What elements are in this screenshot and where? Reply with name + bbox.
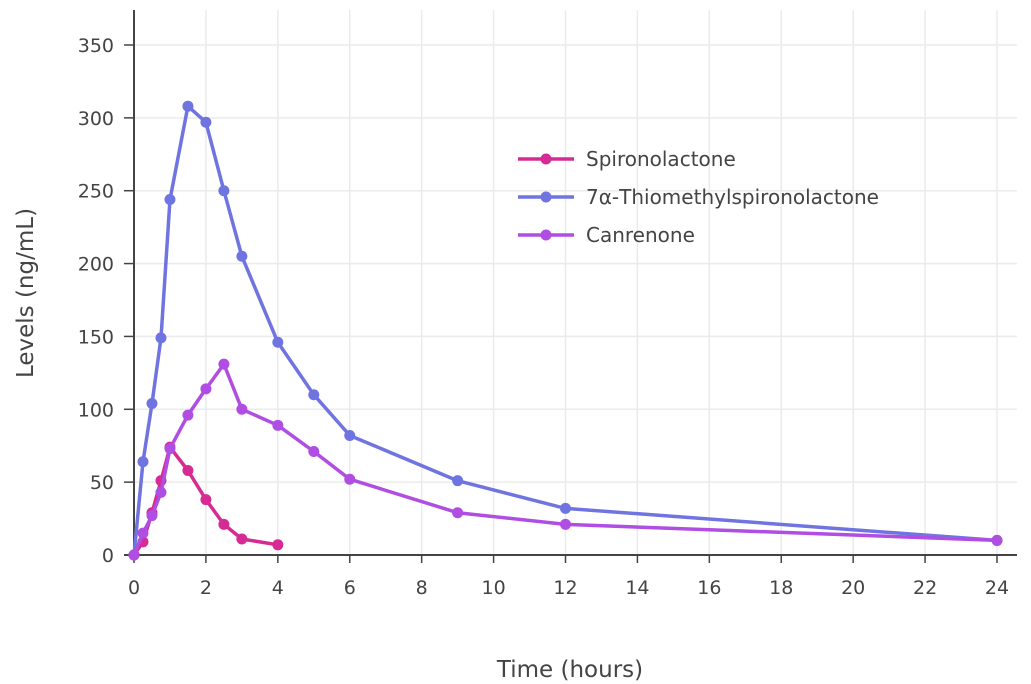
data-point[interactable] [272,337,283,348]
x-tick-label: 12 [553,577,577,599]
x-axis-title: Time (hours) [496,657,643,683]
y-tick-label: 0 [102,545,114,567]
data-point[interactable] [308,446,319,457]
x-tick-label: 22 [913,577,937,599]
x-tick-label: 18 [769,577,793,599]
data-point[interactable] [129,550,140,561]
data-point[interactable] [146,398,157,409]
x-axis-ticks: 0 2 4 6 8 10 12 14 16 18 20 22 24 [128,555,1009,599]
y-tick-label: 350 [78,35,114,57]
x-tick-label: 2 [200,577,212,599]
data-point[interactable] [164,194,175,205]
data-point[interactable] [155,487,166,498]
y-tick-label: 100 [78,399,114,421]
data-point[interactable] [452,475,463,486]
y-tick-label: 250 [78,181,114,203]
data-point[interactable] [272,420,283,431]
y-axis-title: Levels (ng/mL) [13,208,39,378]
data-point[interactable] [137,528,148,539]
data-point[interactable] [182,101,193,112]
data-point[interactable] [272,539,283,550]
data-point[interactable] [236,404,247,415]
data-point[interactable] [560,519,571,530]
y-tick-label: 300 [78,108,114,130]
data-point[interactable] [218,519,229,530]
data-point[interactable] [344,430,355,441]
y-tick-label: 200 [78,254,114,276]
data-point[interactable] [218,185,229,196]
x-tick-label: 24 [985,577,1009,599]
legend[interactable]: Spironolactone 7α-Thiomethylspironolacton… [518,147,879,247]
legend-swatch-marker [541,192,552,203]
legend-item-0[interactable]: Spironolactone [518,147,736,171]
data-point[interactable] [182,410,193,421]
data-point[interactable] [236,251,247,262]
data-point[interactable] [236,533,247,544]
data-point[interactable] [344,474,355,485]
axes [124,10,1017,555]
x-tick-label: 4 [272,577,284,599]
data-point[interactable] [992,535,1003,546]
data-point[interactable] [308,389,319,400]
grid [134,10,1017,555]
legend-item-1[interactable]: 7α-Thiomethylspironolactone [518,185,879,209]
legend-swatch-marker [541,230,552,241]
y-tick-label: 150 [78,326,114,348]
data-point[interactable] [164,443,175,454]
legend-label: Canrenone [586,223,695,247]
legend-swatch-marker [541,154,552,165]
data-point[interactable] [218,359,229,370]
data-point[interactable] [146,510,157,521]
x-tick-label: 8 [416,577,428,599]
x-tick-label: 6 [344,577,356,599]
x-tick-label: 0 [128,577,140,599]
x-tick-label: 16 [697,577,721,599]
x-tick-label: 10 [481,577,505,599]
y-axis-ticks: 0 50 100 150 200 250 300 350 [78,35,134,567]
data-point[interactable] [200,117,211,128]
data-point[interactable] [182,465,193,476]
data-point[interactable] [200,383,211,394]
x-tick-label: 14 [625,577,649,599]
data-point[interactable] [137,456,148,467]
legend-item-2[interactable]: Canrenone [518,223,695,247]
data-point[interactable] [452,507,463,518]
data-point[interactable] [200,494,211,505]
data-point[interactable] [155,332,166,343]
legend-label: 7α-Thiomethylspironolactone [586,185,879,209]
y-tick-label: 50 [90,472,114,494]
data-point[interactable] [560,503,571,514]
x-tick-label: 20 [841,577,865,599]
legend-label: Spironolactone [586,147,736,171]
